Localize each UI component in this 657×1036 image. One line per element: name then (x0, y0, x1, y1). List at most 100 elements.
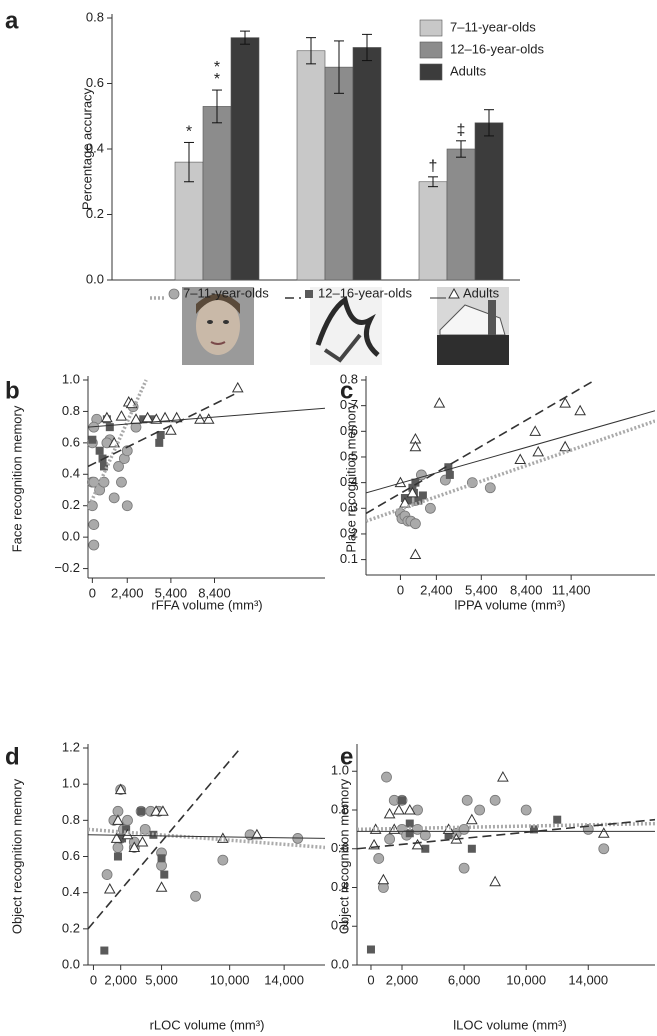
point (121, 500, 133, 512)
point (136, 836, 149, 847)
point (484, 482, 496, 494)
error-bar (456, 140, 466, 158)
point (421, 844, 430, 853)
y-tick-label: 0.0 (62, 956, 80, 971)
y-tick-label: 0.2 (86, 206, 104, 221)
point (474, 804, 486, 816)
point (403, 803, 416, 815)
point (112, 842, 124, 853)
point (414, 496, 423, 505)
y-tick-label: 0.3 (340, 500, 358, 515)
x-tick-label: 2,000 (104, 972, 137, 987)
x-tick-label: 5,400 (155, 585, 188, 600)
point (381, 771, 392, 783)
point (410, 518, 421, 530)
point (216, 832, 229, 843)
y-tick-label: 0.4 (331, 879, 349, 894)
point (160, 870, 169, 879)
error-bar (484, 109, 494, 137)
point (108, 492, 120, 504)
scene-image (437, 287, 509, 365)
fit-line (88, 407, 325, 428)
point (398, 796, 407, 805)
y-tick-label: 0.8 (62, 812, 80, 827)
point (159, 411, 171, 423)
point (88, 539, 100, 551)
y-tick-label: 0.2 (62, 920, 80, 935)
x-tick-label: 14,000 (264, 972, 304, 987)
y-tick-label: 0.0 (62, 529, 80, 544)
y-tick-label: 0.4 (62, 466, 80, 481)
point (514, 453, 527, 465)
x-axis-label: lLOC volume (mm³) (453, 1017, 566, 1032)
point (393, 803, 405, 815)
point (101, 869, 113, 880)
y-tick-label: 1.0 (62, 776, 80, 791)
point (155, 438, 164, 447)
y-axis-label: Place recognition memory (343, 402, 358, 553)
point (458, 862, 470, 874)
y-tick-label: 0.8 (86, 9, 104, 24)
legend-swatch (419, 19, 443, 37)
legend-swatch (419, 41, 443, 59)
bar (324, 66, 354, 281)
y-tick-label: 0.6 (62, 848, 80, 863)
point (118, 834, 127, 843)
point (366, 945, 375, 954)
x-tick-label: 5,000 (145, 972, 178, 987)
error-bar (428, 176, 438, 188)
panel-letter: b (5, 377, 20, 404)
y-tick-label: 1.0 (331, 763, 349, 778)
point (139, 415, 148, 424)
legend-label: 12–16-year-olds (450, 41, 544, 56)
panel-letter: a (5, 7, 19, 34)
legend-label: Adults (463, 285, 500, 300)
fit-line (88, 834, 325, 839)
x-tick-label: 5,400 (465, 582, 498, 597)
fit-line (366, 410, 655, 494)
y-tick-label: 0.7 (340, 397, 358, 412)
fit-line (357, 821, 655, 832)
point (448, 287, 460, 299)
x-axis-label: rLOC volume (mm³) (150, 1017, 265, 1032)
error-bar (184, 141, 194, 183)
point (553, 815, 562, 824)
point (489, 875, 501, 887)
point (461, 794, 473, 806)
point (156, 431, 165, 439)
point (168, 288, 180, 300)
point (497, 771, 509, 782)
fit-line (366, 419, 655, 523)
y-tick-label: 0.1 (340, 551, 358, 566)
point (121, 828, 134, 840)
point (597, 827, 610, 838)
bar (202, 106, 232, 281)
y-tick-label: 1.2 (62, 739, 80, 754)
x-tick-label: 2,400 (420, 582, 453, 597)
y-tick-label: 0.6 (86, 75, 104, 90)
point (405, 829, 414, 838)
point (112, 814, 124, 825)
point (409, 548, 422, 559)
y-tick-label: 0.6 (331, 840, 349, 855)
legend-label: 12–16-year-olds (318, 285, 412, 300)
x-tick-label: 2,400 (111, 585, 144, 600)
point (424, 502, 436, 514)
point (113, 461, 124, 472)
point (409, 440, 422, 452)
significance-mark: * (186, 124, 192, 141)
point (489, 794, 501, 806)
point (122, 825, 131, 834)
y-tick-label: 0.5 (340, 448, 358, 463)
error-bar (212, 89, 222, 124)
x-tick-label: 0 (90, 972, 97, 987)
panel-letter: c (340, 377, 353, 404)
point (103, 883, 116, 894)
y-axis-label: Object recognition memory (9, 778, 24, 934)
point (411, 478, 420, 487)
y-tick-label: −0.2 (54, 560, 80, 575)
error-bar (240, 30, 250, 45)
face-image (182, 287, 254, 365)
